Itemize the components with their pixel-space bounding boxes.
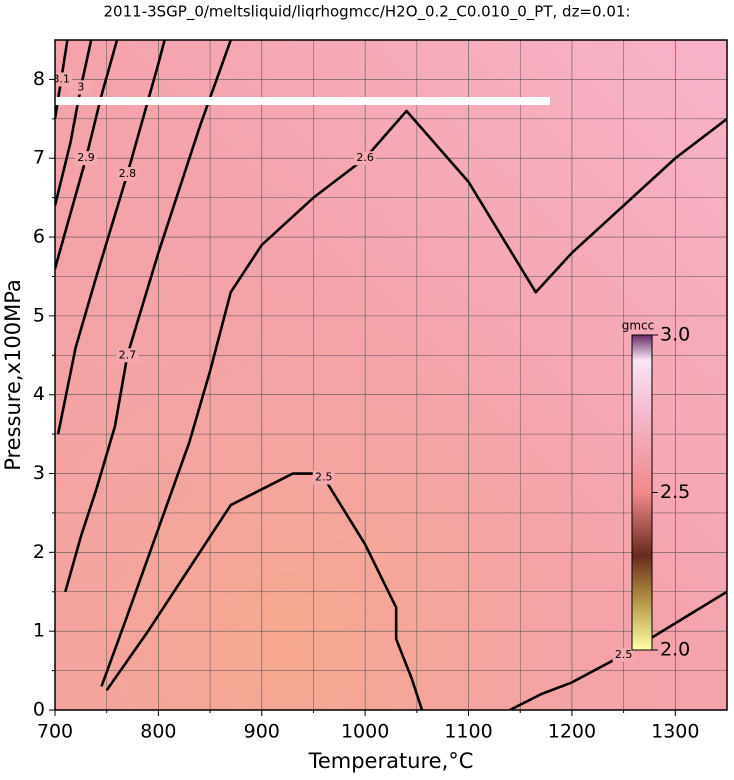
plot-frame <box>54 39 728 711</box>
y-tick-label: 5 <box>33 304 45 326</box>
contour-label: 2.5 <box>615 648 633 661</box>
contour-line <box>55 40 93 206</box>
colorbar-tick-label: 2.0 <box>660 639 690 661</box>
contour-label: 2.6 <box>356 151 374 164</box>
contour-label-bg <box>354 151 377 166</box>
y-tick-label: 4 <box>33 383 45 405</box>
chart-title: 2011-3SGP_0/meltsliquid/liqrhogmcc/H2O_0… <box>104 3 631 22</box>
contour-label-bg <box>75 151 98 166</box>
y-tick-label: 1 <box>33 620 45 642</box>
contour-label: 3 <box>77 80 84 93</box>
x-tick-label: 1200 <box>548 721 596 743</box>
colorbar-label: gmcc <box>622 319 655 333</box>
y-tick-label: 6 <box>33 226 45 248</box>
x-tick-label: 1000 <box>341 721 389 743</box>
contour-line <box>509 590 727 710</box>
contour-label-bg <box>612 647 635 662</box>
contour-label-bg <box>116 348 139 363</box>
contour-label-bg <box>312 470 335 485</box>
y-axis-label: Pressure,x100MPa <box>1 279 25 471</box>
contour-label: 2.8 <box>119 167 137 180</box>
contour-label-bg <box>69 80 92 95</box>
blank-band <box>55 97 550 105</box>
x-tick-label: 700 <box>37 721 73 743</box>
colorbar-tick-label: 2.5 <box>660 481 690 503</box>
x-tick-label: 900 <box>244 721 280 743</box>
y-tick-label: 0 <box>33 699 45 721</box>
contour-label-bg <box>116 167 139 181</box>
colorbar-tick-label: 3.0 <box>660 324 690 346</box>
y-tick-label: 7 <box>33 147 45 169</box>
x-axis-label: Temperature,°C <box>308 749 474 773</box>
contour-label: 2.5 <box>315 470 333 483</box>
contour-line <box>64 40 232 593</box>
y-tick-label: 3 <box>33 462 45 484</box>
contour-label: 2.9 <box>77 151 95 164</box>
contour-label: 2.7 <box>119 348 137 361</box>
x-tick-label: 1300 <box>651 721 699 743</box>
contour-line <box>100 109 727 687</box>
x-tick-label: 800 <box>140 721 176 743</box>
contour-label: 3.1 <box>52 72 70 85</box>
colorbar <box>631 334 653 651</box>
y-tick-label: 8 <box>33 68 45 90</box>
x-tick-label: 1100 <box>444 721 492 743</box>
contour-line <box>56 40 166 435</box>
plot-shade <box>55 40 727 710</box>
y-tick-label: 2 <box>33 541 45 563</box>
contour-label-bg <box>55 72 73 87</box>
